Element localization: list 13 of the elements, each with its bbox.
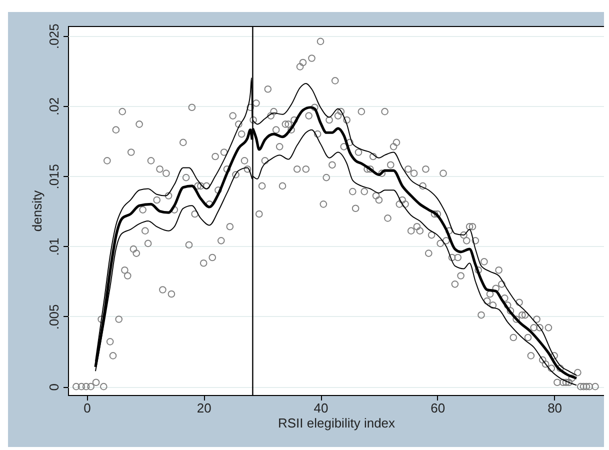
x-tick-label: 80: [548, 400, 562, 416]
x-tick-label: 60: [430, 400, 446, 416]
y-tick-label: 0: [46, 383, 62, 391]
x-axis-title: RSII elegibility index: [278, 416, 396, 430]
y-tick-label: .015: [46, 164, 62, 190]
y-axis-title: density: [30, 190, 44, 232]
x-tick-label: 20: [196, 400, 212, 416]
x-tick-label: 40: [314, 400, 328, 416]
y-tick-label: .01: [46, 238, 62, 256]
y-tick-label: .025: [46, 24, 62, 49]
y-tick-label: .005: [46, 304, 62, 330]
x-tick-label: 0: [84, 400, 91, 416]
y-tick-label: .02: [46, 97, 62, 116]
